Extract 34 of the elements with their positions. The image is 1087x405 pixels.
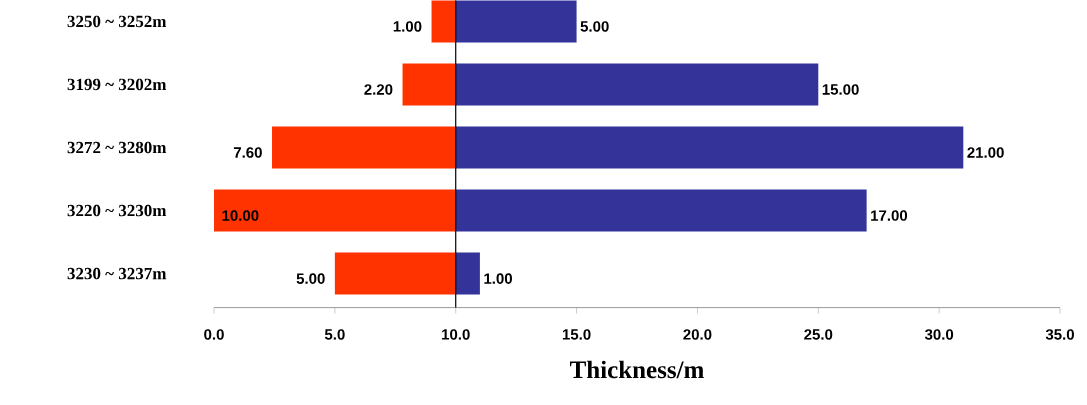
data-label: 7.60	[233, 147, 262, 159]
data-label: 1.00	[484, 273, 512, 285]
bar	[334, 252, 456, 295]
bar	[455, 126, 964, 169]
bar	[455, 189, 867, 232]
data-label: 2.20	[364, 84, 393, 95]
data-label: 21.00	[967, 147, 1004, 159]
data-label: 5.00	[296, 273, 325, 285]
data-label: 1.00	[393, 21, 422, 32]
y-tick-label: 3199 ~ 3202m	[67, 78, 167, 91]
x-tick-label: 5.0	[324, 329, 345, 340]
x-tick-label: 20.0	[683, 329, 712, 340]
bar	[214, 189, 456, 232]
y-tick-label: 3230 ~ 3237m	[67, 268, 167, 280]
y-tick-label: 3250 ~ 3252m	[67, 15, 167, 28]
x-tick-label: 10.0	[442, 329, 470, 340]
x-tick-label: 0.0	[204, 329, 224, 340]
x-tick-label: 30.0	[924, 329, 954, 340]
data-label: 17.00	[871, 210, 908, 222]
y-tick-label: 3220 ~ 3230m	[67, 204, 167, 217]
data-label: 15.00	[822, 84, 859, 95]
bar	[455, 0, 577, 43]
x-tick-label: 25.0	[804, 329, 833, 340]
y-tick-label: 3272 ~ 3280m	[67, 141, 167, 154]
x-tick-label: 35.0	[1045, 329, 1074, 340]
data-label: 5.00	[580, 21, 609, 32]
bar	[402, 63, 456, 106]
bar	[431, 0, 456, 43]
data-label: 10.00	[222, 210, 259, 222]
x-tick-label: 15.0	[562, 329, 591, 340]
bar	[455, 252, 480, 295]
x-axis-title: Thickness/m	[570, 360, 704, 379]
bar	[272, 126, 456, 169]
bar	[455, 63, 819, 106]
